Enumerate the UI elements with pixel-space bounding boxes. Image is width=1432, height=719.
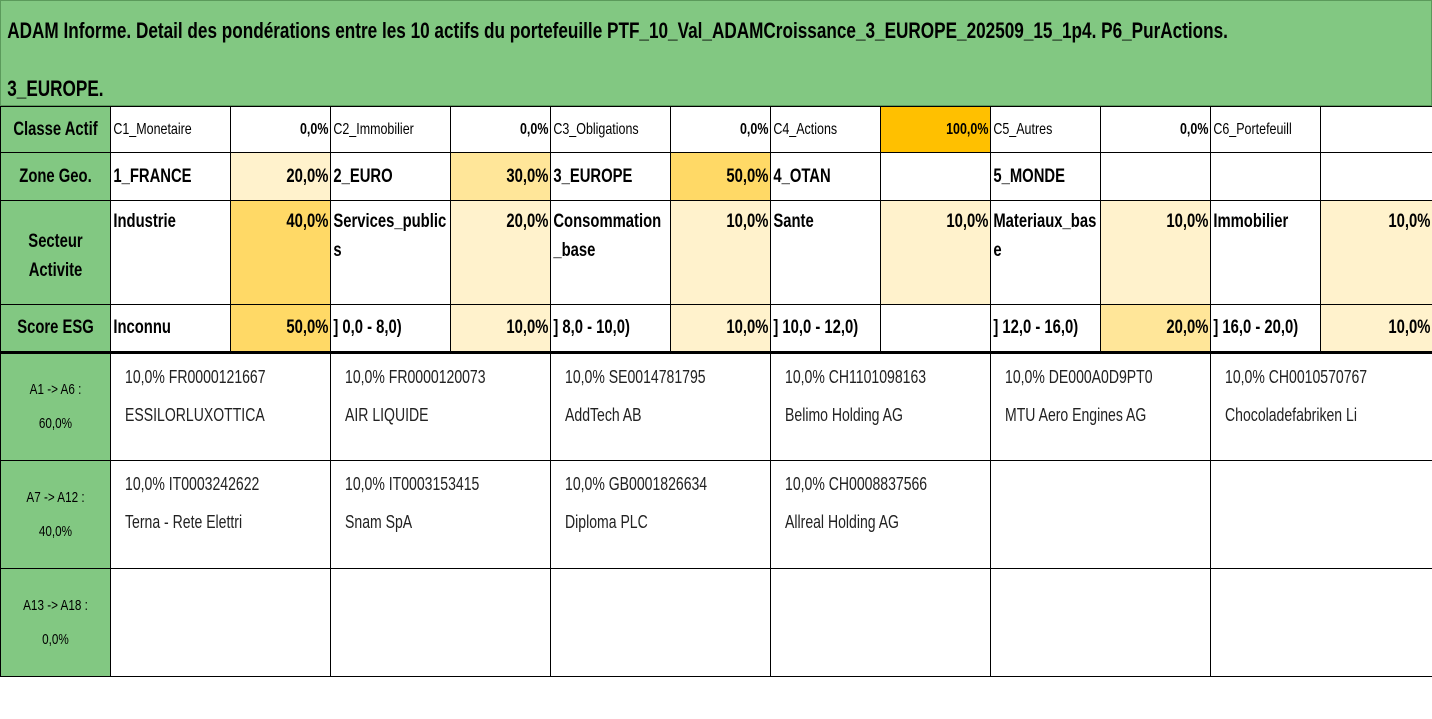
score-esg-row: Score ESG Inconnu 50,0% ] 0,0 - 8,0) 10,…	[0, 304, 1432, 354]
asset-cell: 10,0% FR0000120073 AIR LIQUIDE	[330, 352, 551, 461]
zone-geo-label: Zone Geo.	[0, 152, 111, 201]
secteur-value: 10,0%	[1320, 200, 1432, 305]
zone-geo-row: Zone Geo. 1_FRANCE 20,0% 2_EURO 30,0% 3_…	[0, 152, 1432, 201]
asset-cell: 10,0% CH0010570767 Chocoladefabriken Li	[1210, 352, 1432, 461]
classe-name: C3_Obligations	[550, 106, 671, 153]
asset-cell	[990, 568, 1211, 677]
secteur-name: Sante	[770, 200, 881, 305]
asset-group-label: A1 -> A6 :60,0%	[0, 352, 111, 461]
zone-name: 4_OTAN	[770, 152, 881, 201]
secteur-name: Consommation_base	[550, 200, 671, 305]
asset-cell: 10,0% CH0008837566 Allreal Holding AG	[770, 460, 991, 569]
asset-cell	[330, 568, 551, 677]
asset-cell	[990, 460, 1211, 569]
esg-name: ] 12,0 - 16,0)	[990, 304, 1101, 354]
asset-cell	[110, 568, 331, 677]
classe-name: C4_Actions	[770, 106, 881, 153]
asset-group-row: A1 -> A6 :60,0% 10,0% FR0000121667 ESSILO…	[0, 352, 1432, 461]
secteur-row: Secteur Activite Industrie 40,0% Service…	[0, 200, 1432, 305]
asset-cell	[1210, 568, 1432, 677]
asset-cell: 10,0% DE000A0D9PT0 MTU Aero Engines AG	[990, 352, 1211, 461]
secteur-value: 40,0%	[230, 200, 331, 305]
asset-cell	[550, 568, 771, 677]
zone-value	[1100, 152, 1211, 201]
zone-value	[880, 152, 991, 201]
asset-group-row: A13 -> A18 :0,0%	[0, 568, 1432, 677]
zone-value: 30,0%	[450, 152, 551, 201]
esg-name: ] 16,0 - 20,0)	[1210, 304, 1321, 354]
esg-name: ] 10,0 - 12,0)	[770, 304, 881, 354]
score-esg-label: Score ESG	[0, 304, 111, 354]
zone-value: 50,0%	[670, 152, 771, 201]
esg-value: 20,0%	[1100, 304, 1211, 354]
classe-name: C2_Immobilier	[330, 106, 451, 153]
asset-cell: 10,0% GB0001826634 Diploma PLC	[550, 460, 771, 569]
esg-value: 50,0%	[230, 304, 331, 354]
asset-group-label: A7 -> A12 :40,0%	[0, 460, 111, 569]
classe-name: C1_Monetaire	[110, 106, 231, 153]
classe-name: C5_Autres	[990, 106, 1101, 153]
secteur-value: 20,0%	[450, 200, 551, 305]
asset-cell: 10,0% IT0003242622 Terna - Rete Elettri	[110, 460, 331, 569]
esg-name: Inconnu	[110, 304, 231, 354]
asset-cell	[770, 568, 991, 677]
report-title: ADAM Informe. Detail des pondérations en…	[0, 0, 1432, 106]
esg-name: ] 8,0 - 10,0)	[550, 304, 671, 354]
classe-value: 100,0%	[880, 106, 991, 153]
zone-name: 1_FRANCE	[110, 152, 231, 201]
asset-cell	[1210, 460, 1432, 569]
asset-group-row: A7 -> A12 :40,0% 10,0% IT0003242622 Terna…	[0, 460, 1432, 569]
classe-actif-label: Classe Actif	[0, 106, 111, 153]
secteur-label: Secteur Activite	[0, 200, 111, 305]
classe-actif-row: Classe Actif C1_Monetaire 0,0% C2_Immobi…	[0, 106, 1432, 153]
asset-group-label: A13 -> A18 :0,0%	[0, 568, 111, 677]
zone-name: 3_EUROPE	[550, 152, 671, 201]
secteur-value: 10,0%	[880, 200, 991, 305]
secteur-name: Materiaux_base	[990, 200, 1101, 305]
report-title-line1: ADAM Informe. Detail des pondérations en…	[7, 18, 1228, 43]
secteur-name: Services_publics	[330, 200, 451, 305]
weights-table: Classe Actif C1_Monetaire 0,0% C2_Immobi…	[0, 106, 1432, 677]
classe-name: C6_Portefeuill	[1210, 106, 1321, 153]
asset-cell: 10,0% IT0003153415 Snam SpA	[330, 460, 551, 569]
classe-value: 0,0%	[1100, 106, 1211, 153]
esg-name: ] 0,0 - 8,0)	[330, 304, 451, 354]
classe-value: 0,0%	[450, 106, 551, 153]
classe-value	[1320, 106, 1432, 153]
esg-value: 10,0%	[670, 304, 771, 354]
esg-value: 10,0%	[1320, 304, 1432, 354]
asset-cell: 10,0% FR0000121667 ESSILORLUXOTTICA	[110, 352, 331, 461]
asset-cell: 10,0% CH1101098163 Belimo Holding AG	[770, 352, 991, 461]
zone-name: 5_MONDE	[990, 152, 1101, 201]
esg-value: 10,0%	[450, 304, 551, 354]
zone-name	[1210, 152, 1321, 201]
report-title-line2: 3_EUROPE.	[7, 76, 104, 101]
zone-value: 20,0%	[230, 152, 331, 201]
esg-value	[880, 304, 991, 354]
secteur-value: 10,0%	[670, 200, 771, 305]
classe-value: 0,0%	[670, 106, 771, 153]
secteur-name: Industrie	[110, 200, 231, 305]
secteur-name: Immobilier	[1210, 200, 1321, 305]
secteur-value: 10,0%	[1100, 200, 1211, 305]
asset-cell: 10,0% SE0014781795 AddTech AB	[550, 352, 771, 461]
classe-value: 0,0%	[230, 106, 331, 153]
zone-name: 2_EURO	[330, 152, 451, 201]
zone-value	[1320, 152, 1432, 201]
